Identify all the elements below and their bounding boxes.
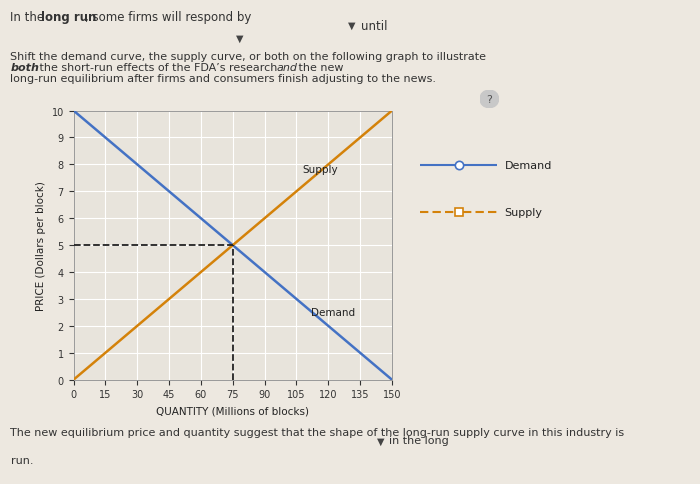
Text: Supply: Supply [505, 207, 542, 217]
Text: ?: ? [486, 95, 492, 105]
Text: the short-run effects of the FDA’s research: the short-run effects of the FDA’s resea… [36, 63, 281, 73]
Text: , some firms will respond by: , some firms will respond by [85, 11, 252, 24]
Text: ▼: ▼ [377, 436, 384, 446]
Text: Demand: Demand [312, 307, 356, 318]
Text: long-run equilibrium after firms and consumers finish adjusting to the news.: long-run equilibrium after firms and con… [10, 74, 437, 84]
Text: in the long: in the long [389, 436, 449, 446]
Text: until: until [360, 20, 387, 33]
Text: The new equilibrium price and quantity suggest that the shape of the long-run su: The new equilibrium price and quantity s… [10, 427, 624, 437]
Text: ▼: ▼ [236, 34, 244, 44]
Text: and: and [276, 63, 298, 73]
Text: In the: In the [10, 11, 48, 24]
Text: long run: long run [41, 11, 96, 24]
Text: both: both [10, 63, 39, 73]
X-axis label: QUANTITY (Millions of blocks): QUANTITY (Millions of blocks) [156, 405, 309, 415]
Y-axis label: PRICE (Dollars per block): PRICE (Dollars per block) [36, 181, 46, 310]
Text: the new: the new [295, 63, 344, 73]
Text: run.: run. [10, 455, 33, 465]
Text: Shift the demand curve, the supply curve, or both on the following graph to illu: Shift the demand curve, the supply curve… [10, 52, 490, 62]
Text: Supply: Supply [303, 165, 338, 175]
Text: Demand: Demand [505, 161, 552, 171]
Text: ▼: ▼ [348, 20, 356, 30]
Circle shape [480, 91, 498, 108]
